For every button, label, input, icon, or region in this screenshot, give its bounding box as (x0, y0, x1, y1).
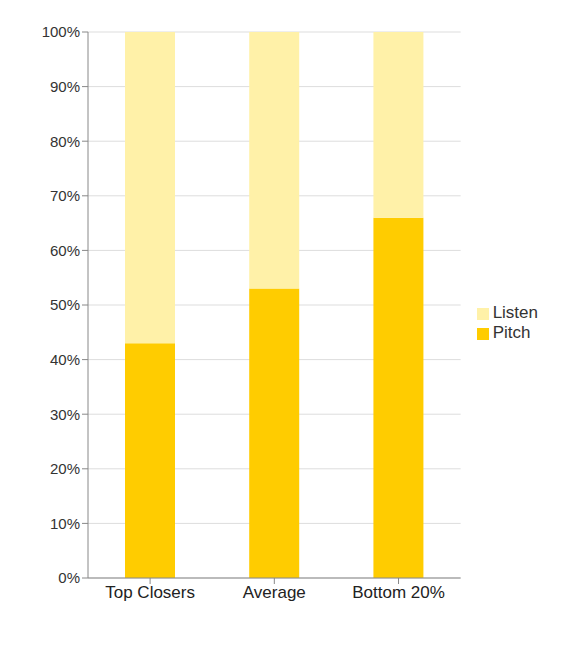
svg-text:Average: Average (243, 583, 306, 602)
svg-text:90%: 90% (50, 78, 80, 95)
svg-text:20%: 20% (50, 460, 80, 477)
svg-text:80%: 80% (50, 133, 80, 150)
svg-text:30%: 30% (50, 406, 80, 423)
svg-text:60%: 60% (50, 242, 80, 259)
svg-text:70%: 70% (50, 187, 80, 204)
html-text:Listen: Listen (492, 303, 538, 322)
svg-text:0%: 0% (58, 569, 80, 586)
html-text:Pitch: Pitch (492, 323, 531, 342)
svg-text:40%: 40% (50, 351, 80, 368)
svg-text:10%: 10% (50, 515, 80, 532)
svg-text:100%: 100% (42, 23, 80, 40)
svg-text:Top Closers: Top Closers (105, 583, 195, 602)
svg-text:50%: 50% (50, 296, 80, 313)
svg-text:Bottom 20%: Bottom 20% (352, 583, 445, 602)
